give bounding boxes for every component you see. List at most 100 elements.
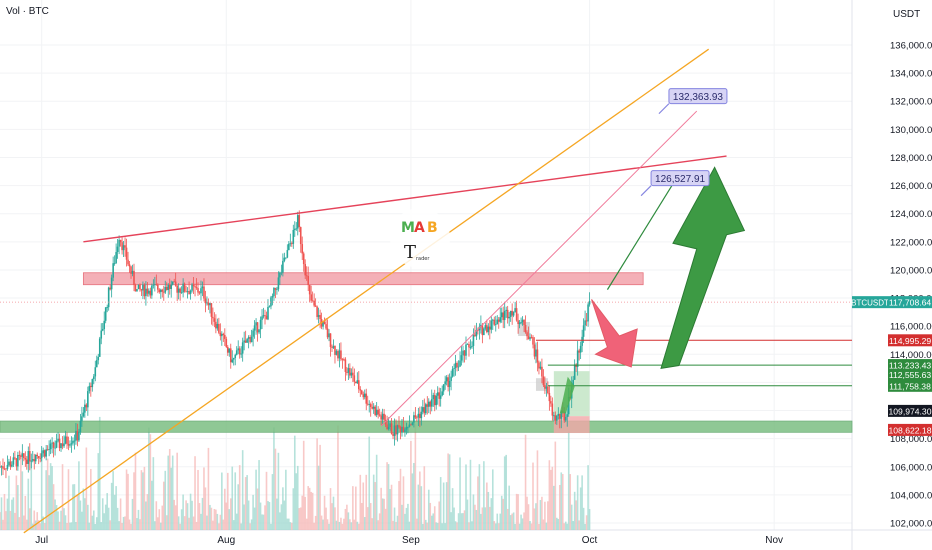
symbol-label: Vol · BTC — [6, 6, 49, 17]
candle-body — [137, 284, 140, 290]
candle-body — [381, 413, 384, 420]
candle-body — [392, 433, 394, 436]
candle-body — [352, 372, 354, 376]
volume-bar — [518, 523, 521, 530]
candle-body — [560, 410, 563, 419]
volume-bar — [165, 515, 168, 530]
candle-body — [563, 412, 566, 421]
volume-bar — [226, 472, 229, 530]
candle-body — [484, 325, 487, 329]
candle-body — [456, 362, 458, 368]
volume-bar — [125, 469, 128, 530]
candle-body — [432, 395, 435, 400]
upper-resistance-trendline — [83, 155, 727, 243]
candle-body — [310, 294, 312, 301]
volume-bar — [162, 481, 165, 530]
candle-body — [293, 228, 296, 230]
candle-body — [101, 329, 104, 331]
candle-body — [465, 344, 467, 356]
candle-body — [466, 344, 469, 345]
volume-bar — [159, 522, 162, 530]
volume-bar — [142, 472, 144, 530]
volume-bar — [573, 491, 576, 530]
candle-body — [131, 270, 134, 274]
volume-bar — [12, 497, 15, 530]
candle-body — [509, 310, 512, 317]
candle-body — [389, 423, 391, 427]
candle-body — [387, 426, 390, 430]
volume-bar — [292, 488, 295, 530]
volume-bar — [489, 506, 491, 530]
price-label-tag: 113,233.43 — [888, 359, 932, 372]
volume-bar — [322, 519, 324, 530]
volume-bar — [304, 496, 307, 530]
volume-bar — [106, 493, 108, 530]
volume-bar — [505, 454, 507, 530]
volume-bar — [231, 466, 234, 530]
candle-body — [441, 391, 443, 396]
time-axis[interactable]: Jul Aug Sep Oct Nov — [35, 535, 783, 546]
volume-bar — [456, 522, 458, 530]
volume-bar — [544, 501, 546, 530]
candle-body — [511, 310, 513, 316]
volume-bar — [390, 484, 393, 530]
volume-bar — [240, 523, 242, 530]
candle-body — [372, 406, 375, 409]
candle-body — [122, 245, 125, 251]
volume-bar — [84, 498, 86, 530]
candle-body — [557, 413, 560, 416]
candle-body — [544, 385, 546, 389]
volume-bar — [241, 450, 244, 530]
volume-bar — [286, 518, 289, 530]
candle-body — [337, 351, 339, 359]
candle-body — [435, 395, 438, 406]
candle-body — [45, 449, 47, 457]
volume-bar — [414, 424, 417, 530]
candle-body — [539, 366, 542, 369]
candle-body — [234, 354, 237, 358]
candle-body — [567, 396, 570, 415]
volume-bar — [63, 508, 65, 530]
volume-bar — [307, 486, 309, 530]
candle-body — [127, 259, 129, 265]
volume-bar — [289, 522, 292, 530]
volume-bar — [404, 513, 406, 530]
logo-letter: A — [414, 220, 425, 236]
candle-body — [554, 415, 557, 421]
volume-bar — [506, 508, 509, 530]
candle-body — [416, 417, 418, 419]
volume-bar — [213, 508, 216, 530]
volume-bar — [182, 494, 184, 530]
candle-body — [274, 287, 277, 290]
candle-body — [79, 420, 82, 433]
candle-body — [94, 367, 97, 377]
volume-bar — [532, 462, 534, 530]
candle-body — [343, 359, 345, 361]
price-axis[interactable]: 136,000.00 134,000.00 132,000.00 130,000.00… — [890, 41, 932, 530]
volume-bar — [475, 509, 478, 530]
volume-bar — [542, 519, 545, 530]
volume-bar — [433, 506, 436, 530]
volume-bar — [338, 521, 341, 530]
candle-body — [158, 289, 161, 293]
price-tick-label: 120,000.00 — [890, 265, 932, 276]
candle-body — [578, 350, 580, 353]
volume-bar — [49, 463, 52, 530]
candle-body — [323, 321, 326, 325]
candle-body — [521, 319, 524, 323]
logo-sub: T — [404, 242, 416, 263]
volume-bar — [229, 498, 232, 530]
volume-bar — [36, 512, 39, 530]
candle-body — [219, 332, 222, 337]
volume-bar — [576, 475, 579, 530]
volume-bar — [396, 515, 399, 530]
candle-body — [551, 403, 554, 416]
volume-bar — [75, 522, 77, 530]
volume-bar — [195, 521, 198, 530]
candle-body — [72, 440, 74, 444]
candle-body — [9, 461, 12, 467]
candle-body — [87, 391, 89, 408]
volume-bar — [395, 521, 397, 530]
logo-backdrop — [390, 208, 450, 268]
